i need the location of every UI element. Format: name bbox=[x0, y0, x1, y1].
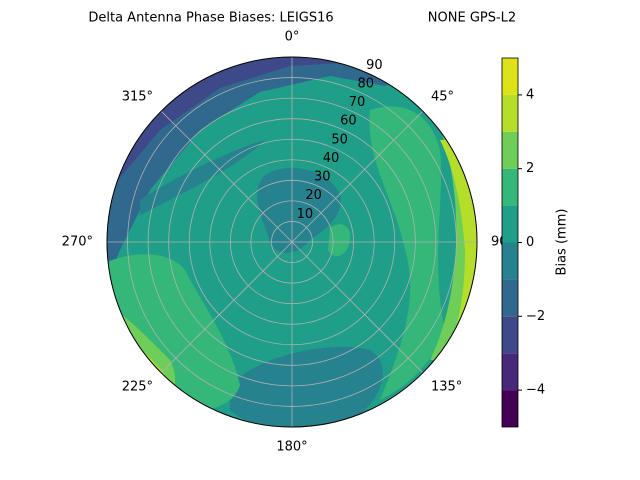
r-tick-label: 30 bbox=[314, 170, 331, 185]
contour-band bbox=[440, 140, 477, 345]
r-tick-label: 50 bbox=[331, 132, 348, 147]
colorbar-tick-label: 4 bbox=[526, 87, 534, 102]
colorbar-band bbox=[502, 353, 518, 391]
polar-frame bbox=[106, 56, 478, 428]
theta-tick-label: 315° bbox=[122, 90, 153, 105]
colorbar-tick-label: 0 bbox=[526, 235, 534, 250]
theta-tick-label: 0° bbox=[285, 30, 300, 45]
colorbar: −4 −2 0 2 4 Bias (mm) bbox=[501, 57, 570, 428]
theta-tick-label: 45° bbox=[431, 90, 454, 105]
colorbar-tick-label: 2 bbox=[526, 161, 534, 176]
grid-spoke bbox=[291, 110, 424, 243]
polar-grid: 1020304050607080900°45°90°135°180°225°27… bbox=[62, 30, 514, 455]
grid-spoke bbox=[160, 110, 293, 243]
colorbar-band bbox=[502, 205, 518, 243]
contour-band bbox=[257, 167, 341, 253]
colorbar-band bbox=[502, 131, 518, 169]
contour-band bbox=[230, 346, 383, 427]
colorbar-band bbox=[502, 390, 518, 427]
colorbar-tick-label: −2 bbox=[526, 309, 545, 324]
r-tick-label: 90 bbox=[366, 58, 383, 73]
contour-band bbox=[369, 106, 445, 401]
colorbar-label: Bias (mm) bbox=[555, 209, 570, 276]
r-tick-label: 20 bbox=[305, 188, 322, 203]
r-tick-label: 70 bbox=[349, 95, 366, 110]
chart-title: Delta Antenna Phase Biases: LEIGS16 bbox=[88, 11, 333, 26]
contour-band bbox=[140, 140, 265, 215]
colorbar-band bbox=[502, 58, 518, 95]
contour-band bbox=[328, 224, 351, 257]
colorbar-tick-label: −4 bbox=[526, 383, 545, 398]
chart-subtitle: NONE GPS-L2 bbox=[428, 11, 516, 26]
grid-spoke bbox=[160, 241, 293, 374]
r-tick-label: 80 bbox=[357, 76, 374, 91]
theta-tick-label: 135° bbox=[431, 379, 462, 394]
colorbar-band bbox=[502, 316, 518, 354]
r-tick-label: 10 bbox=[297, 207, 314, 222]
r-tick-label: 60 bbox=[340, 114, 357, 129]
theta-tick-label: 180° bbox=[276, 440, 307, 455]
theta-tick-label: 225° bbox=[122, 379, 153, 394]
grid-spoke bbox=[291, 241, 424, 374]
colorbar-band bbox=[502, 168, 518, 206]
theta-tick-label: 270° bbox=[62, 235, 93, 250]
colorbar-band bbox=[502, 279, 518, 317]
colorbar-band bbox=[502, 242, 518, 280]
r-tick-label: 40 bbox=[323, 151, 340, 166]
colorbar-band bbox=[502, 94, 518, 132]
